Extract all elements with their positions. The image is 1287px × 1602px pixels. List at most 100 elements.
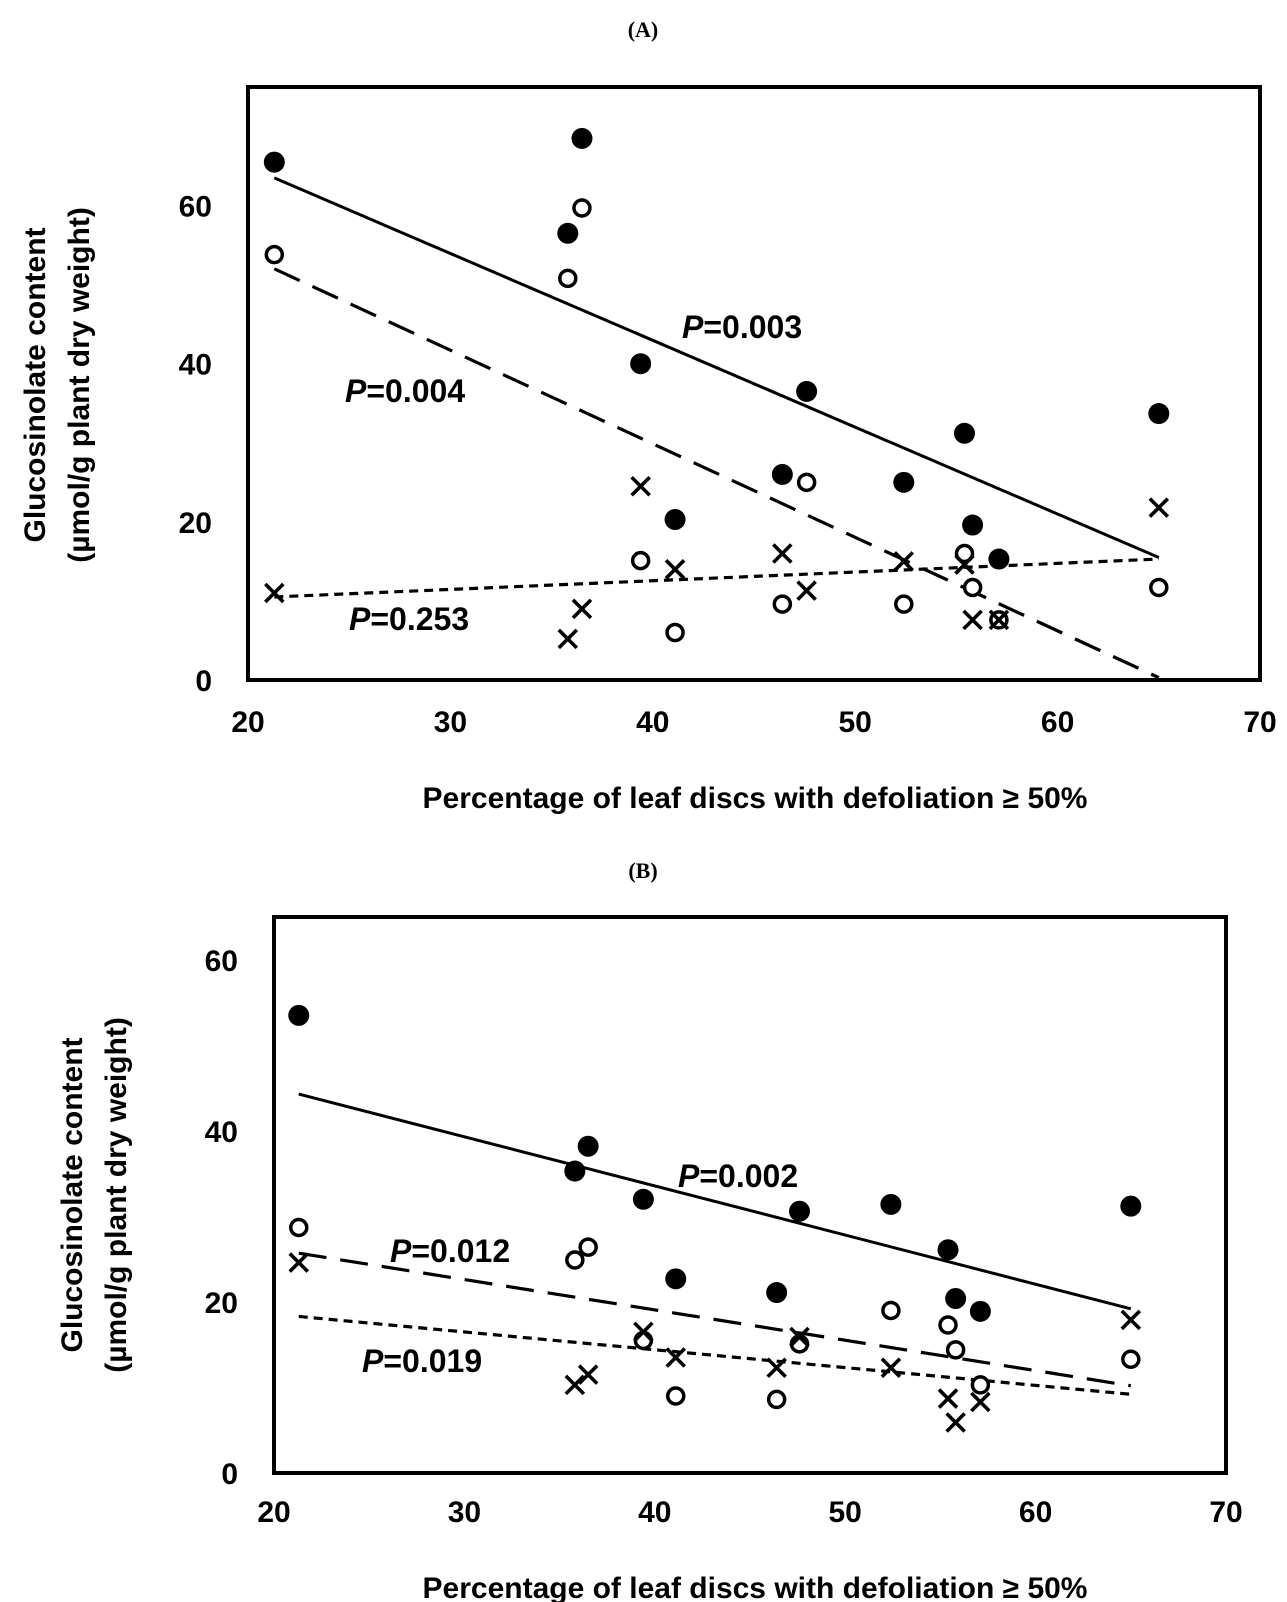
panel-a-point-x-11 — [1148, 497, 1170, 518]
panel-a-x-axis-title: Percentage of leaf discs with defoliatio… — [423, 782, 1088, 815]
panel-b-x-tick-30: 30 — [448, 1496, 481, 1529]
panel-a-point-filled-circle-1 — [557, 222, 579, 244]
panel-b-y-tick-40: 40 — [205, 1116, 238, 1149]
panel-b-x-tick-20: 20 — [257, 1496, 290, 1529]
panel-a-point-x-4 — [664, 559, 686, 580]
panel-b-x-axis-title: Percentage of leaf discs with defoliatio… — [423, 1572, 1088, 1602]
panel-a-point-filled-circle-10 — [988, 548, 1010, 570]
panel-b-trend-short-dash — [298, 1314, 1131, 1396]
panel-b: (B) 20 30 40 50 60 70 0 20 40 60 Percentage of le… — [56, 858, 1243, 1602]
panel-a-point-filled-circle-9 — [962, 514, 984, 536]
panel-b-point-open-circle-8 — [938, 1315, 958, 1335]
panel-a-point-filled-circle-5 — [771, 463, 793, 485]
panel-a-point-open-circle-9 — [962, 577, 983, 598]
panel-b-point-open-circle-4 — [665, 1386, 686, 1406]
panel-b-point-filled-circle-0 — [288, 1004, 310, 1026]
panel-a-point-filled-circle-8 — [953, 422, 975, 444]
panel-a-pvalue-long-dash: P=0.004 — [345, 373, 465, 409]
panel-a-y-axis-title-line1: Glucosinolate content — [19, 227, 52, 542]
panel-a-y-tick-20: 20 — [179, 507, 212, 540]
panel-b-point-x-3 — [633, 1321, 654, 1343]
panel-a-point-filled-circle-7 — [893, 471, 915, 493]
panel-b-point-open-circle-10 — [970, 1375, 991, 1395]
panel-a-trend-short-dash — [274, 557, 1159, 599]
panel-a-x-tick-50: 50 — [839, 706, 872, 739]
panel-a-y-axis-title: Glucosinolate content (µmol/g plant dry … — [19, 207, 96, 563]
panel-b-pvalue-long-dash-value: =0.012 — [411, 1233, 510, 1269]
panel-b-point-open-circle-7 — [881, 1300, 901, 1321]
panel-b-plot-frame — [272, 915, 1228, 1475]
panel-b-point-filled-circle-1 — [564, 1160, 586, 1182]
panel-a-point-filled-circle-6 — [796, 380, 818, 402]
panel-a-point-filled-circle-3 — [630, 353, 652, 375]
panel-a-pvalue-solid: P=0.003 — [682, 309, 802, 345]
panel-a-y-tick-0: 0 — [195, 665, 212, 698]
panel-b-point-x-8 — [937, 1388, 959, 1409]
panel-a-point-open-circle-3 — [630, 550, 651, 571]
panel-b-label: (B) — [628, 858, 657, 883]
panel-a-x-tick-70: 70 — [1243, 706, 1276, 739]
panel-a-x-tick-30: 30 — [434, 706, 467, 739]
panel-b-point-open-circle-5 — [766, 1389, 787, 1410]
panel-b-point-x-6 — [789, 1326, 810, 1348]
panel-a-point-filled-circle-4 — [664, 508, 686, 530]
panel-b-y-axis-title-line2: (µmol/g plant dry weight) — [100, 1017, 133, 1373]
panel-a-x-tick-40: 40 — [636, 706, 669, 739]
panel-a-point-filled-circle-2 — [571, 127, 593, 149]
panel-a-point-x-8 — [954, 554, 975, 575]
panel-a-point-filled-circle-11 — [1148, 403, 1170, 425]
panel-a-point-open-circle-4 — [665, 622, 685, 643]
panel-a-point-open-circle-7 — [894, 594, 914, 614]
panel-b-pvalue-long-dash: P=0.012 — [390, 1233, 510, 1269]
panel-b-point-x-10 — [970, 1391, 991, 1413]
panel-b-pvalue-solid: P=0.002 — [678, 1158, 798, 1194]
panel-a-point-open-circle-6 — [796, 472, 817, 493]
panel-a-point-x-0 — [264, 582, 285, 604]
panel-b-pvalue-short-dash-prefix: P — [362, 1343, 384, 1379]
panel-b-pvalue-long-dash-prefix: P — [390, 1233, 412, 1269]
panel-b-point-open-circle-2 — [578, 1237, 598, 1257]
panel-b-y-axis-title: Glucosinolate content (µmol/g plant dry … — [56, 1017, 133, 1373]
panel-a-point-x-3 — [630, 476, 651, 497]
panel-b-point-open-circle-11 — [1121, 1349, 1141, 1369]
panel-b-point-filled-circle-2 — [577, 1135, 599, 1157]
panel-b-point-x-0 — [288, 1252, 310, 1273]
panel-a-point-x-1 — [557, 628, 579, 650]
panel-b-x-tick-60: 60 — [1019, 1496, 1052, 1529]
panel-b-pvalue-solid-value: =0.002 — [699, 1158, 798, 1194]
panel-a-point-x-2 — [571, 598, 593, 620]
panel-b-point-filled-circle-6 — [789, 1200, 811, 1222]
panel-a-pvalue-short-dash: P=0.253 — [349, 601, 469, 637]
panel-a-point-open-circle-2 — [572, 198, 592, 218]
panel-a-trend-lines — [273, 176, 1160, 680]
panel-a-x-tick-60: 60 — [1041, 706, 1074, 739]
panel-b-tick-labels: 20 30 40 50 60 70 0 20 40 60 — [205, 945, 1243, 1529]
panel-b-x-tick-70: 70 — [1209, 1496, 1242, 1529]
panel-b-pvalue-short-dash: P=0.019 — [362, 1343, 482, 1379]
panel-b-point-x-1 — [564, 1374, 586, 1396]
panel-b-point-filled-circle-3 — [632, 1188, 654, 1210]
panel-b-x-tick-50: 50 — [829, 1496, 862, 1529]
panel-a-data-points — [263, 127, 1170, 650]
panel-a-plot-frame — [246, 85, 1262, 682]
panel-b-point-open-circle-1 — [565, 1250, 585, 1270]
panel-a-point-x-6 — [796, 580, 817, 601]
panel-b-point-open-circle-0 — [289, 1217, 309, 1238]
panel-b-point-filled-circle-7 — [880, 1193, 902, 1215]
panel-a-point-x-9 — [962, 609, 983, 631]
panel-a-y-tick-40: 40 — [179, 349, 212, 382]
panel-b-point-filled-circle-10 — [969, 1300, 991, 1322]
panel-b-point-x-11 — [1120, 1309, 1142, 1331]
panel-b-point-open-circle-9 — [945, 1340, 966, 1360]
panel-a-x-tick-20: 20 — [231, 706, 264, 739]
panel-b-x-tick-40: 40 — [638, 1496, 671, 1529]
panel-b-pvalue-short-dash-value: =0.019 — [383, 1343, 482, 1379]
panel-b-y-tick-0: 0 — [221, 1458, 238, 1491]
panel-a-pvalue-long-dash-value: =0.004 — [366, 373, 465, 409]
panel-a-pvalue-solid-value: =0.003 — [703, 309, 802, 345]
panel-b-trend-long-dash — [298, 1251, 1132, 1388]
panel-a-pvalue-short-dash-prefix: P — [349, 601, 371, 637]
panel-a-pvalue-long-dash-prefix: P — [345, 373, 367, 409]
panel-b-point-filled-circle-5 — [766, 1282, 788, 1304]
